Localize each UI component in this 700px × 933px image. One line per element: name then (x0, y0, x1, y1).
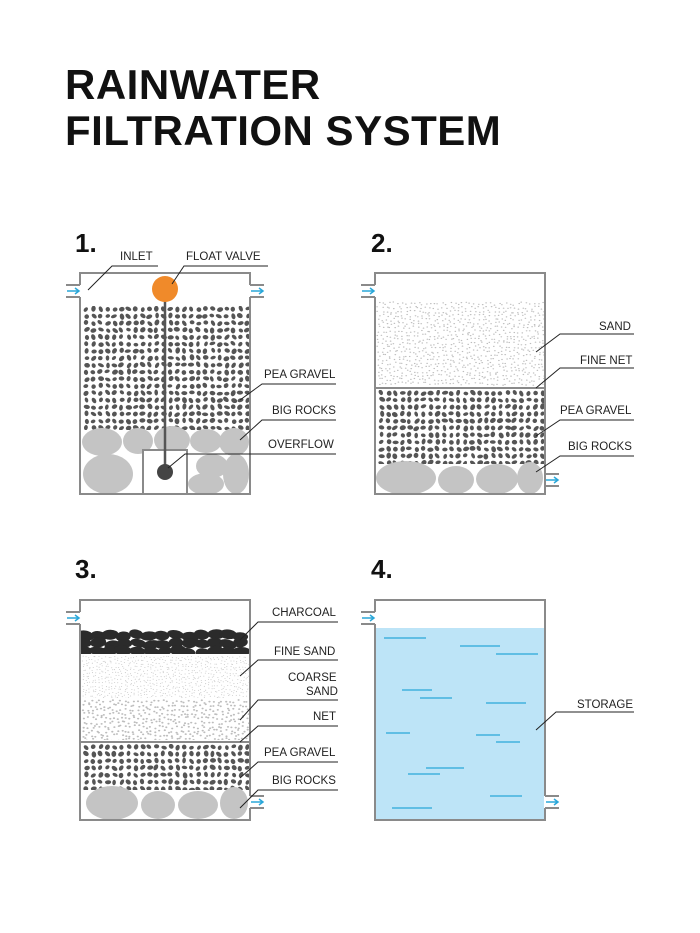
panel-4-inlet-pipe (361, 611, 375, 625)
outlet-arrow-icon (251, 798, 265, 806)
panel-3-pea-gravel (83, 744, 249, 790)
panel-3: 3. CHARCOAL FINE SAND COARSE SAND NET PE… (66, 554, 338, 821)
panel-1-big-rocks (82, 426, 249, 493)
label-pea-gravel-3: PEA GRAVEL (264, 747, 336, 759)
label-inlet: INLET (120, 251, 153, 263)
panel-1-pea-gravel (83, 306, 249, 430)
panel-4-tank-outline (374, 599, 546, 821)
label-storage: STORAGE (577, 699, 633, 711)
title-line-2: FILTRATION SYSTEM (65, 107, 502, 154)
panel-4-callout (535, 711, 634, 731)
outlet-arrow-icon (546, 476, 560, 484)
panel-2-sand (376, 301, 544, 386)
float-valve-icon (152, 276, 178, 302)
label-coarse-sand-2: SAND (306, 686, 338, 698)
panel-3-charcoal (81, 629, 249, 654)
panel-2-callouts (535, 333, 634, 473)
storage-water (376, 628, 544, 819)
label-coarse-sand-1: COARSE (288, 672, 337, 684)
inlet-arrow-icon (67, 614, 81, 622)
panel-2-pea-gravel (378, 390, 544, 464)
label-sand: SAND (599, 321, 631, 333)
label-net: NET (313, 711, 336, 723)
label-pea-gravel-2: PEA GRAVEL (560, 405, 632, 417)
panel-2-inlet-pipe (361, 284, 375, 298)
panel-1-outlet-pipe (250, 284, 264, 298)
label-float-valve: FLOAT VALVE (186, 251, 261, 263)
outlet-arrow-icon (251, 287, 265, 295)
panel-3-number: 3. (75, 554, 97, 584)
overflow-drain-icon (157, 464, 173, 480)
inlet-arrow-icon (362, 614, 376, 622)
panel-2: 2. SAND FINE NET PEA GRAVEL BIG ROCKS (361, 228, 634, 495)
panel-1-callouts (87, 265, 336, 469)
panel-1: 1. INLET FLOAT VALVE PEA GRAVEL BIG ROCK… (66, 228, 336, 495)
panel-3-callouts (239, 621, 338, 809)
panel-2-big-rocks (376, 461, 543, 493)
label-fine-net: FINE NET (580, 355, 632, 367)
label-fine-sand: FINE SAND (274, 646, 335, 658)
panel-3-tank-outline (79, 599, 251, 821)
water-ripples (384, 637, 538, 809)
panel-2-number: 2. (371, 228, 393, 258)
panel-3-coarse-sand (81, 699, 249, 740)
panel-4-outlet-pipe (545, 795, 559, 809)
label-big-rocks-3: BIG ROCKS (272, 775, 336, 787)
panel-4-number: 4. (371, 554, 393, 584)
inlet-arrow-icon (67, 287, 81, 295)
panel-2-tank-outline (374, 272, 546, 495)
title-line-1: RAINWATER (65, 61, 321, 108)
panel-3-big-rocks (86, 786, 248, 819)
inlet-arrow-icon (362, 287, 376, 295)
page-title: RAINWATER FILTRATION SYSTEM (65, 62, 501, 154)
panel-3-fine-sand (81, 655, 249, 698)
panel-2-outlet-pipe (545, 473, 559, 487)
label-pea-gravel-1: PEA GRAVEL (264, 369, 336, 381)
panel-4: 4. STORAGE (361, 554, 634, 821)
label-big-rocks-2: BIG ROCKS (568, 441, 632, 453)
outlet-arrow-icon (546, 798, 560, 806)
label-big-rocks-1: BIG ROCKS (272, 405, 336, 417)
panel-1-tank-outline (79, 272, 251, 495)
panel-1-number: 1. (75, 228, 97, 258)
panel-1-inlet-pipe (66, 284, 80, 298)
panel-3-inlet-pipe (66, 611, 80, 625)
label-overflow: OVERFLOW (268, 439, 334, 451)
label-charcoal: CHARCOAL (272, 607, 337, 619)
